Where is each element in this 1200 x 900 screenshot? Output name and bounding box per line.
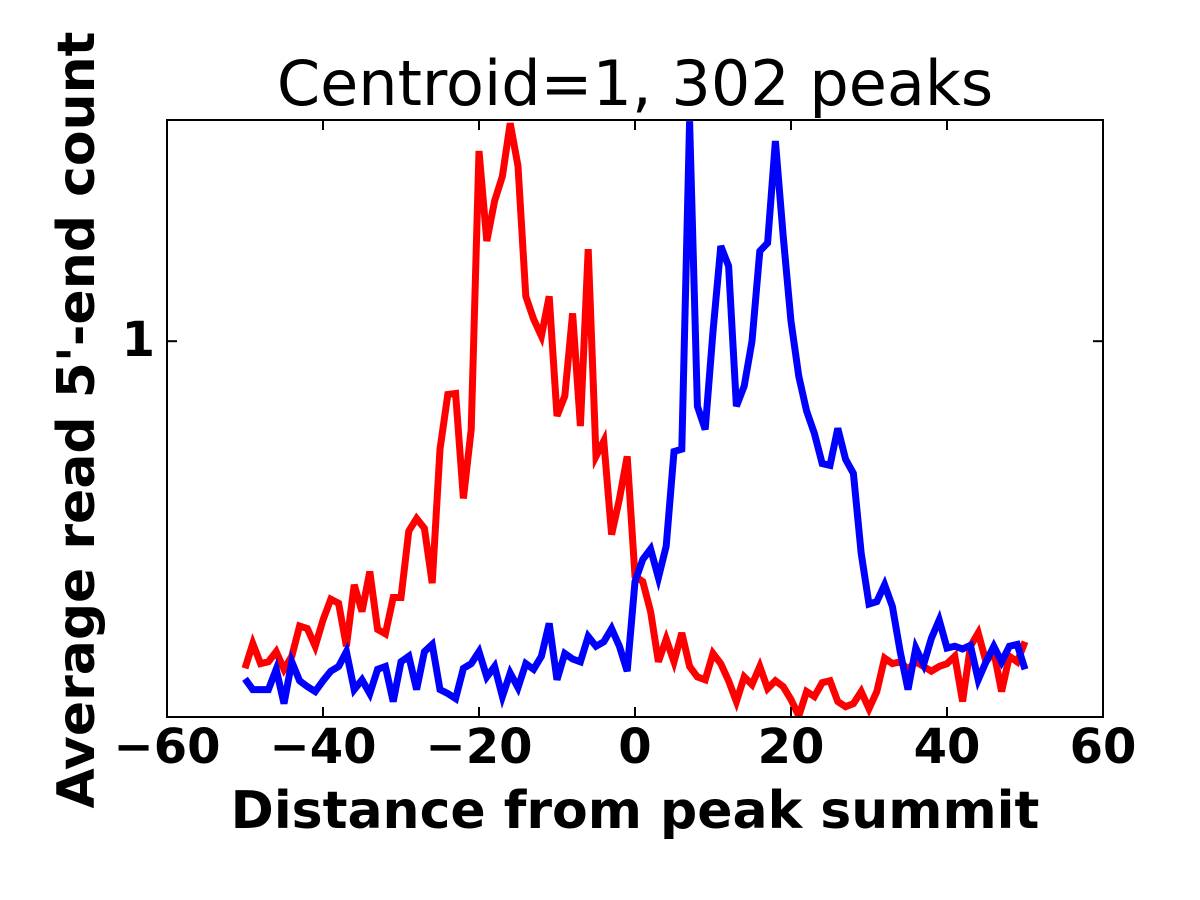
data-line [242,121,1029,709]
x-tick-label: 0 [618,719,651,775]
x-tick-label: −40 [269,719,376,775]
x-tick-label: −60 [113,719,220,775]
x-tick-label: 60 [1070,719,1137,775]
x-tick-label: −20 [425,719,532,775]
y-tick-label: 1 [122,312,155,368]
x-tick-label: 40 [914,719,981,775]
plot-area [241,121,1029,717]
data-line [241,122,1029,717]
x-axis-label: Distance from peak summit [231,781,1040,841]
y-axis-label: Average read 5'-end count [47,32,107,809]
x-tick-label: 20 [758,719,825,775]
chart-title: Centroid=1, 302 peaks [277,47,993,120]
